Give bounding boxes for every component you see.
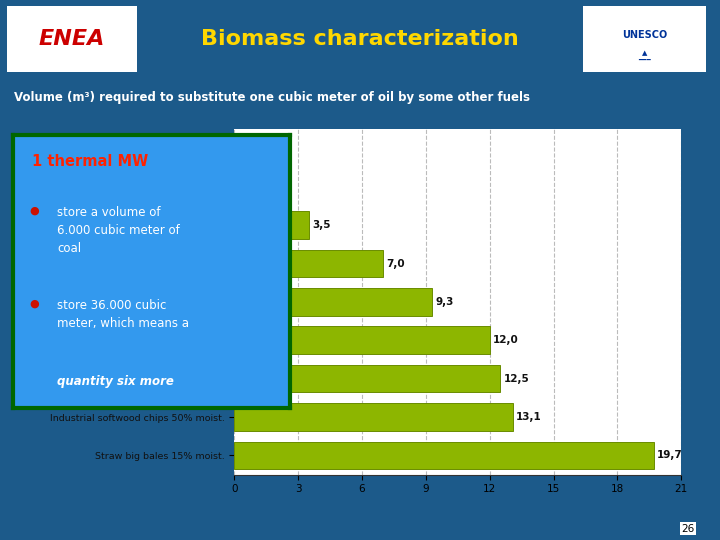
Text: UNESCO: UNESCO [622, 30, 667, 40]
Text: 12,5: 12,5 [503, 374, 529, 383]
Text: ▲
━━━: ▲ ━━━ [638, 50, 651, 63]
Bar [234, 442, 654, 469]
FancyBboxPatch shape [583, 6, 706, 72]
Bar [234, 403, 513, 431]
Text: 1,0: 1,0 [258, 144, 277, 153]
Text: 13,1: 13,1 [516, 412, 542, 422]
Text: ●: ● [30, 206, 40, 216]
Text: 26: 26 [682, 523, 695, 534]
Text: store a volume of
6.000 cubic meter of
coal: store a volume of 6.000 cubic meter of c… [58, 206, 180, 255]
Text: 7,0: 7,0 [387, 259, 405, 268]
Bar [234, 327, 490, 354]
Text: ENEA: ENEA [39, 29, 105, 49]
Text: ●: ● [30, 299, 40, 309]
Text: quantity six more: quantity six more [58, 375, 174, 388]
Text: Biomass characterization: Biomass characterization [201, 29, 519, 49]
Bar [234, 288, 432, 316]
Bar [234, 134, 256, 163]
Text: 12,0: 12,0 [493, 335, 518, 345]
Text: 1 thermal MW: 1 thermal MW [32, 154, 148, 169]
Text: 9,3: 9,3 [436, 297, 454, 307]
Text: store 36.000 cubic
meter, which means a: store 36.000 cubic meter, which means a [58, 299, 189, 329]
Bar [234, 365, 500, 393]
Bar [234, 173, 269, 201]
Text: 1,6: 1,6 [271, 182, 290, 192]
Text: 3,5: 3,5 [312, 220, 330, 230]
FancyBboxPatch shape [7, 6, 137, 72]
Text: 19,7: 19,7 [657, 450, 683, 461]
Text: Volume (m³) required to substitute one cubic meter of oil by some other fuels: Volume (m³) required to substitute one c… [14, 91, 531, 104]
Bar [234, 211, 309, 239]
Bar [234, 249, 383, 278]
